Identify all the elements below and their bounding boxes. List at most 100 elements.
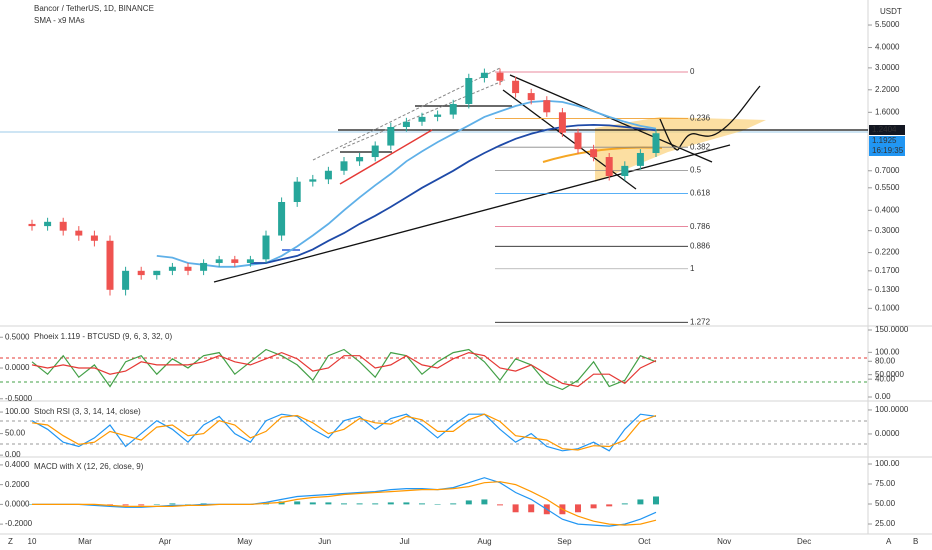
candle-body: [418, 116, 426, 122]
fib-label: 0: [690, 67, 695, 76]
candle-body: [512, 80, 520, 94]
histogram-bar: [465, 500, 472, 505]
chart-subtitle: SMA - x9 MAs: [34, 16, 85, 25]
y-tick-label: -0.2000: [5, 519, 33, 528]
indicator-line: [31, 348, 657, 391]
candle-body: [293, 181, 301, 202]
histogram-bar: [497, 504, 503, 506]
y-tick-label: 0.4000: [5, 460, 30, 469]
y-tick-label: 0.00: [5, 450, 21, 459]
arc-drawing: [542, 146, 663, 163]
currency-label: USDT: [880, 7, 902, 16]
moving-average: [250, 123, 657, 264]
histogram-bar: [122, 504, 129, 506]
y-tick-label: 0.7000: [875, 166, 900, 175]
x-tick-label: Jul: [399, 537, 409, 546]
y2-tick-label: 0.0000: [875, 429, 900, 438]
histogram-bar: [325, 502, 332, 505]
y2-tick-label: 40.00: [875, 374, 896, 383]
candle-body: [324, 170, 332, 180]
projection-curve: [659, 118, 679, 151]
indicator-line: [32, 477, 657, 527]
fib-label: 0.236: [690, 114, 711, 123]
trend-line: [502, 89, 637, 190]
y-tick-label: 0.1700: [875, 266, 900, 275]
histogram-bar: [356, 503, 363, 505]
candle-body: [200, 262, 208, 271]
y-tick-label: -0.5000: [5, 394, 33, 403]
projection-curve: [677, 85, 761, 151]
candle-body: [246, 259, 254, 263]
price-label-box: [869, 146, 905, 156]
moving-average: [156, 99, 657, 268]
candle-body: [153, 270, 161, 276]
candle-body: [75, 230, 83, 236]
indicator-title: Stoch RSI (3, 3, 14, 14, close): [34, 407, 141, 416]
candle-body: [605, 157, 613, 176]
candle-body: [215, 259, 223, 263]
histogram-bar: [637, 499, 644, 505]
y2-tick-label: 100.00: [875, 347, 900, 356]
candle-body: [231, 259, 239, 263]
histogram-bar: [294, 501, 301, 505]
x-tick-label: 10: [28, 537, 37, 546]
candle-body: [184, 266, 192, 271]
x-tick-label: Mar: [78, 537, 92, 546]
price-label: 1.1925: [872, 136, 897, 145]
x-tick-label: Dec: [797, 537, 811, 546]
candle-body: [387, 126, 395, 146]
candle-body: [449, 103, 457, 115]
y-tick-label: 0.2000: [5, 480, 30, 489]
candle-body: [122, 270, 130, 290]
candle-body: [278, 201, 286, 236]
histogram-bar: [434, 504, 441, 505]
histogram-bar: [309, 502, 316, 505]
y-tick-label: 4.0000: [875, 43, 900, 52]
price-label-box: [869, 136, 905, 146]
trend-line: [339, 129, 433, 185]
y-tick-label: 0.1300: [875, 285, 900, 294]
histogram-bar: [653, 496, 659, 505]
histogram-bar: [528, 504, 535, 513]
histogram-bar: [575, 504, 581, 513]
y-tick-label: 0.3000: [875, 226, 900, 235]
y-tick-label: 0.0000: [5, 499, 30, 508]
histogram-bar: [419, 503, 425, 505]
fib-label: 1: [690, 264, 695, 273]
chart-title: Bancor / TetherUS, 1D, BINANCE: [34, 4, 154, 13]
y2-tick-label: 0.00: [875, 392, 891, 401]
fib-label: 0.618: [690, 189, 711, 198]
x-tick-label: Oct: [638, 537, 651, 546]
footer-button[interactable]: Z: [8, 537, 13, 546]
histogram-bar: [372, 503, 379, 505]
histogram-bar: [606, 504, 613, 507]
footer-button[interactable]: A: [886, 537, 892, 546]
y-tick-label: 2.2000: [875, 85, 900, 94]
candle-body: [59, 221, 67, 231]
y2-tick-label: 100.0000: [875, 405, 909, 414]
x-tick-label: Jun: [318, 537, 331, 546]
indicator-line: [31, 413, 657, 451]
candle-body: [309, 179, 317, 182]
fib-label: 0.382: [690, 142, 711, 151]
candle-body: [340, 161, 348, 171]
channel-line: [342, 79, 506, 149]
fib-label: 0.886: [690, 241, 711, 250]
x-tick-label: Sep: [557, 537, 572, 546]
y2-tick-label: 80.00: [875, 356, 896, 365]
y-tick-label: 0.4000: [875, 205, 900, 214]
candle-body: [636, 152, 644, 166]
footer-button[interactable]: B: [913, 537, 918, 546]
histogram-bar: [403, 502, 410, 505]
candle-body: [558, 112, 566, 133]
y-tick-label: 0.2200: [875, 248, 900, 257]
fib-label: 0.786: [690, 222, 711, 231]
highlight-zone: [595, 117, 766, 182]
y2-tick-label: 50.0000: [875, 370, 904, 379]
y2-tick-label: 25.00: [875, 519, 896, 528]
x-tick-label: Apr: [159, 537, 172, 546]
y-tick-label: 1.6000: [875, 107, 900, 116]
y-tick-label: 50.00: [5, 429, 26, 438]
histogram-bar: [185, 504, 191, 505]
